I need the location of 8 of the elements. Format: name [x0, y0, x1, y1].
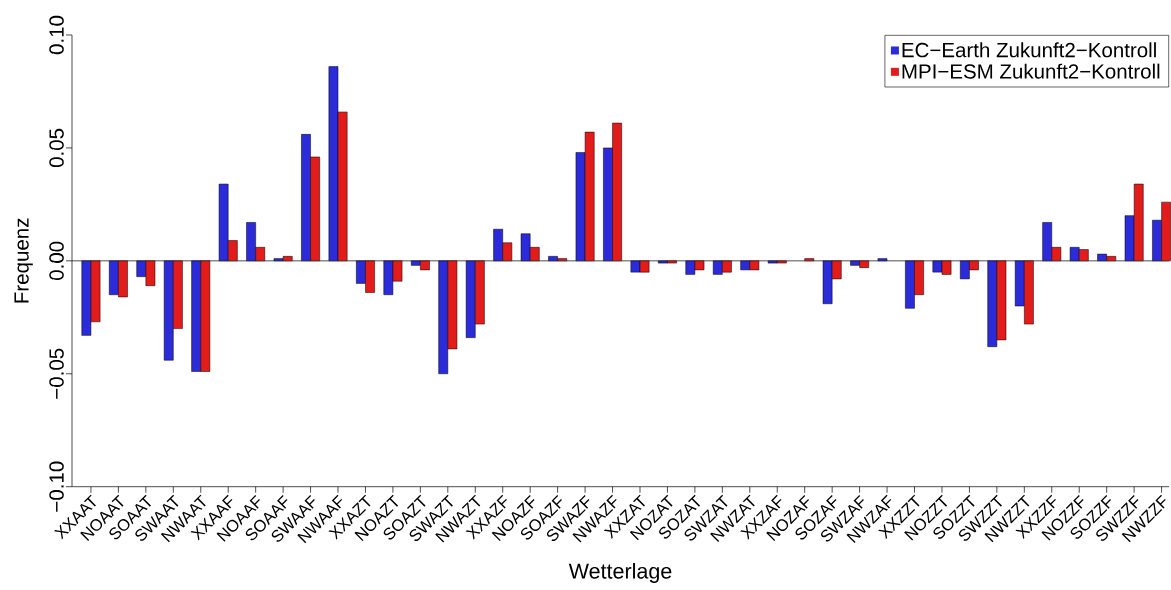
y-tick-label: 0.05 [49, 128, 64, 168]
y-tick-label: 0.10 [49, 15, 64, 55]
x-axis-title: Wetterlage [568, 562, 672, 583]
y-axis-title: Frequenz [14, 218, 33, 303]
y-tick-label: −0.05 [49, 348, 64, 399]
y-tick-label: 0.00 [49, 241, 64, 280]
legend-label: EC−Earth Zukunft2−Kontroll [902, 42, 1156, 58]
legend-label: MPI−ESM Zukunft2−Kontroll [902, 63, 1160, 79]
